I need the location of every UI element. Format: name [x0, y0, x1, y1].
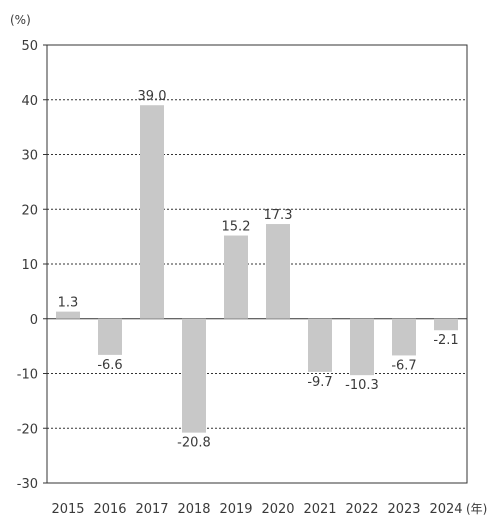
data-label-2015: 1.3: [58, 296, 79, 311]
bar-2021: [308, 318, 332, 372]
bars: [56, 105, 458, 433]
bar-2019: [224, 235, 248, 319]
data-label-2016: -6.6: [97, 358, 122, 373]
bar-2024: [434, 318, 458, 331]
y-tick-label: 0: [30, 313, 38, 328]
y-tick-label: 10: [21, 258, 38, 273]
x-tick-label: 2019: [219, 502, 252, 517]
bar-2016: [98, 318, 122, 355]
data-label-2023: -6.7: [391, 358, 416, 373]
x-tick-label: 2021: [303, 502, 336, 517]
x-unit-label: (年): [466, 502, 487, 516]
x-tick-label: 2015: [51, 502, 84, 517]
y-tick-label: -10: [17, 368, 38, 383]
data-label-2021: -9.7: [307, 375, 332, 390]
y-tick-label: -30: [17, 477, 38, 492]
axes: [43, 44, 468, 484]
bar-2020: [266, 224, 290, 319]
data-label-2017: 39.0: [138, 89, 167, 104]
bar-2015: [56, 311, 80, 319]
data-label-2022: -10.3: [345, 378, 379, 393]
data-label-2019: 15.2: [222, 220, 251, 235]
x-tick-label: 2016: [93, 502, 126, 517]
x-tick-label: 2020: [261, 502, 294, 517]
y-tick-label: 40: [21, 94, 38, 109]
bar-2022: [350, 318, 374, 376]
data-label-2020: 17.3: [264, 208, 293, 223]
x-tick-label: 2018: [177, 502, 210, 517]
labels: 1.3 2015 -6.6 2016 39.0 2017 -20.8 2018 15.2 2019…: [17, 39, 463, 517]
y-tick-label: 50: [21, 39, 38, 54]
data-label-2018: -20.8: [177, 436, 211, 451]
y-tick-label: -20: [17, 422, 38, 437]
bar-2018: [182, 318, 206, 433]
y-tick-label: 30: [21, 149, 38, 164]
bar-2017: [140, 105, 164, 319]
y-tick-label: 20: [21, 203, 38, 218]
y-unit-label: (%): [10, 13, 31, 27]
bar-2023: [392, 318, 416, 356]
x-tick-label: 2017: [135, 502, 168, 517]
x-tick-label: 2023: [387, 502, 420, 517]
x-tick-label: 2022: [345, 502, 378, 517]
data-label-2024: -2.1: [433, 333, 458, 348]
gridlines: [47, 99, 467, 429]
x-tick-label: 2024: [429, 502, 462, 517]
